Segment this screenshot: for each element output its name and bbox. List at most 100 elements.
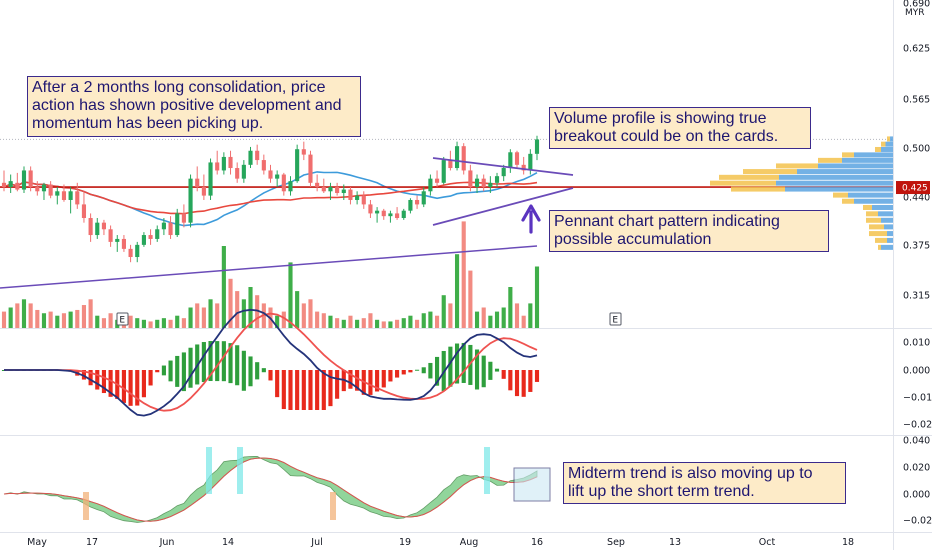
volume-profile-row: [866, 217, 893, 223]
volume-profile-up: [885, 141, 893, 147]
candle: [315, 174, 320, 192]
candle: [355, 191, 360, 205]
volume-bar: [135, 318, 140, 328]
price-tick-label: 0.690: [903, 0, 930, 10]
candle: [168, 216, 173, 239]
trend-tick-label: 0.040: [903, 436, 930, 447]
macd-histogram-bar: [421, 367, 426, 374]
trend-signal-marker: [206, 447, 212, 494]
macd-histogram-bar: [181, 352, 186, 392]
volume-profile-row: [869, 231, 893, 237]
candle-body: [101, 222, 107, 230]
candle-body: [315, 182, 320, 188]
volume-bar: [381, 321, 386, 328]
volume-bar: [308, 299, 313, 328]
volume-bar: [355, 319, 360, 328]
volume-bar: [101, 318, 107, 328]
candle-body: [8, 181, 13, 188]
volume-profile-row: [863, 204, 893, 210]
volume-bar: [55, 315, 60, 328]
candle: [35, 181, 40, 196]
volume-profile-up: [854, 198, 893, 204]
volume-bar: [248, 287, 253, 328]
time-axis-label: 16: [531, 537, 543, 548]
candle: [494, 172, 500, 188]
candle-body: [15, 182, 20, 190]
macd-histogram-bar: [121, 370, 126, 403]
candle: [501, 164, 506, 182]
volume-profile-up: [818, 163, 893, 169]
candle-body: [301, 149, 306, 155]
candle: [481, 174, 486, 192]
price-tick-label: 0.565: [903, 95, 930, 106]
candle-body: [141, 235, 146, 245]
candle: [8, 174, 13, 194]
volume-profile-up: [854, 152, 893, 158]
candle-body: [308, 154, 313, 183]
candle-body: [335, 187, 340, 194]
volume-bar: [95, 315, 100, 328]
volume-profile-down: [878, 244, 881, 250]
volume-bar: [401, 318, 406, 328]
candle-body: [388, 213, 393, 217]
macd-histogram-bar: [88, 370, 93, 386]
candle-body: [35, 187, 40, 192]
volume-bar: [301, 303, 306, 328]
volume-bar: [361, 318, 366, 328]
volume-bar: [48, 311, 53, 328]
price-tick-label: 0.315: [903, 291, 930, 302]
candle-body: [355, 195, 360, 200]
volume-profile-down: [863, 204, 872, 210]
candle: [161, 218, 166, 236]
candle-body: [468, 170, 473, 188]
candle-body: [481, 178, 486, 188]
time-axis-label: 14: [222, 537, 234, 548]
volume-profile-row: [743, 169, 893, 175]
macd-histogram-bar: [328, 370, 333, 407]
volume-bar: [201, 307, 206, 328]
candle-body: [448, 160, 453, 169]
candle-body: [514, 152, 520, 165]
candle-body: [28, 170, 33, 188]
candle-body: [208, 162, 213, 196]
volume-profile-row: [842, 198, 893, 204]
volume-bar: [8, 307, 13, 328]
macd-tick-label: −0.010: [903, 393, 932, 404]
candle-body: [488, 182, 493, 188]
candle-body: [368, 204, 373, 214]
volume-bar: [28, 303, 33, 328]
candle-body: [381, 210, 386, 217]
volume-profile-down: [710, 180, 776, 186]
candle-body: [248, 150, 253, 165]
volume-profile-down: [869, 231, 887, 237]
candle-body: [421, 191, 426, 205]
volume-bar: [315, 311, 320, 328]
volume-profile-up: [776, 180, 893, 186]
time-axis-label: Sep: [607, 537, 625, 548]
volume-profile-row: [866, 211, 893, 217]
candle: [534, 135, 540, 161]
candle: [108, 225, 113, 247]
volume-bar: [21, 299, 27, 328]
candle: [508, 149, 513, 173]
candle: [135, 241, 140, 263]
volume-profile-up: [884, 224, 893, 230]
candle-body: [268, 170, 273, 179]
candle-body: [474, 178, 480, 188]
volume-bar: [195, 303, 200, 328]
candle: [461, 143, 466, 175]
candle: [255, 144, 260, 165]
candle-body: [155, 229, 160, 239]
last-price-tag: [896, 181, 930, 195]
volume-bar: [141, 319, 146, 328]
candle-body: [534, 139, 540, 154]
candle: [434, 170, 440, 188]
candle-body: [41, 184, 47, 192]
candle-body: [454, 146, 460, 169]
volume-bar: [474, 311, 480, 328]
volume-bar: [341, 319, 346, 328]
candle-body: [108, 229, 113, 242]
volume-profile-up: [887, 237, 893, 243]
macd-histogram-bar: [388, 370, 393, 382]
